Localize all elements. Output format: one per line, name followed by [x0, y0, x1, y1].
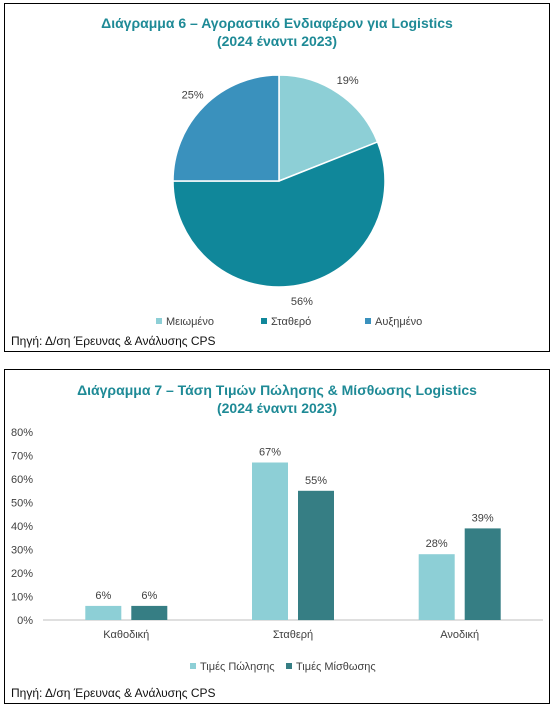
x-tick-label: Ανοδική	[440, 629, 479, 641]
legend-swatch	[190, 663, 196, 669]
bar-chart-subtitle: (2024 έναντι 2023)	[216, 400, 338, 416]
y-tick-label: 30%	[11, 545, 33, 557]
bar	[464, 528, 501, 620]
bar	[85, 605, 122, 620]
pie-data-label: 56%	[291, 296, 313, 308]
x-tick-label: Σταθερή	[273, 629, 313, 641]
y-tick-label: 10%	[11, 592, 33, 604]
legend-swatch	[156, 318, 162, 324]
bar-chart-panel: Διάγραμμα 7 – Τάση Τιμών Πώλησης & Μίσθω…	[4, 369, 550, 704]
bar-data-label: 6%	[95, 590, 111, 602]
legend-label: Σταθερό	[271, 316, 311, 328]
bar	[252, 462, 288, 620]
y-tick-label: 60%	[11, 474, 33, 486]
y-tick-label: 20%	[11, 568, 33, 580]
legend-label: Μειωμένο	[166, 316, 214, 328]
bar	[298, 490, 334, 621]
y-tick-label: 40%	[11, 521, 33, 533]
legend-label: Αυξημένο	[375, 316, 422, 328]
bar-chart-source: Πηγή: Δ/ση Έρευνας & Ανάλυσης CPS	[11, 686, 216, 700]
pie-slice	[172, 141, 386, 288]
pie-chart: 19% 56% 25% Μειωμένο Σταθερό Αυξημένο	[156, 74, 422, 328]
legend-swatch	[261, 318, 267, 324]
pie-data-label: 19%	[337, 75, 359, 87]
pie-slice	[172, 74, 280, 182]
bar-chart-title: Διάγραμμα 7 – Τάση Τιμών Πώλησης & Μίσθω…	[77, 382, 477, 398]
pie-chart-subtitle: (2024 έναντι 2023)	[216, 33, 338, 49]
legend-swatch	[365, 318, 371, 324]
bar-data-label: 39%	[472, 512, 494, 524]
pie-chart-source: Πηγή: Δ/ση Έρευνας & Ανάλυσης CPS	[11, 334, 216, 348]
bar	[131, 605, 168, 620]
x-tick-label: Καθοδική	[103, 629, 149, 641]
bar-data-label: 28%	[426, 538, 448, 550]
legend-label: Τιμές Μίσθωσης	[296, 661, 376, 673]
y-tick-label: 70%	[11, 451, 33, 463]
y-tick-label: 0%	[17, 615, 33, 627]
bar-chart: 0% 10% 20% 30% 40% 50% 60% 70% 80% 6% 6% Καθοδική 67…	[11, 427, 543, 673]
y-tick-label: 50%	[11, 498, 33, 510]
bar-data-label: 55%	[305, 475, 327, 487]
pie-slice	[278, 74, 379, 183]
bar-data-label: 67%	[259, 447, 281, 459]
y-tick-label: 80%	[11, 427, 33, 439]
legend-label: Τιμές Πώλησης	[200, 661, 275, 673]
bar-data-label: 6%	[141, 590, 157, 602]
bar	[418, 554, 455, 620]
pie-chart-title: Διάγραμμα 6 – Αγοραστικό Ενδιαφέρον για …	[101, 15, 453, 31]
pie-chart-panel: Διάγραμμα 6 – Αγοραστικό Ενδιαφέρον για …	[4, 3, 550, 352]
pie-data-label: 25%	[182, 90, 204, 102]
legend-swatch	[286, 663, 292, 669]
